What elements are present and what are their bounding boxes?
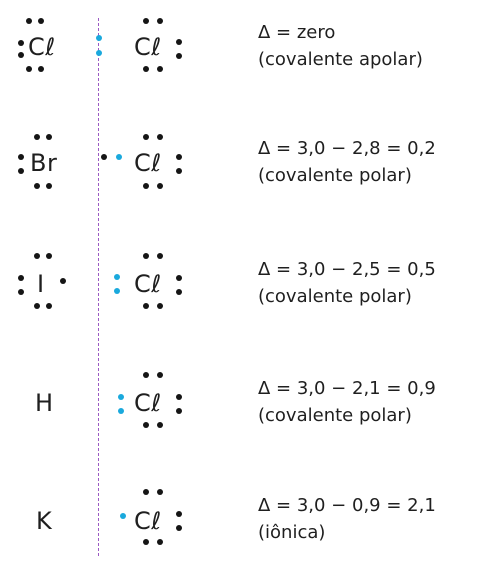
electron-dot [176, 289, 182, 295]
electron-dot [176, 275, 182, 281]
electron-dot [176, 525, 182, 531]
left-atom-symbol: I [37, 270, 45, 298]
electron-dot [143, 422, 149, 428]
difference-equation: Δ = zero [258, 22, 336, 43]
row-cl-cl: Cℓ Cℓ Δ = zero (covalente apolar) [0, 16, 481, 96]
electron-dot [157, 539, 163, 545]
left-atom-symbol: Br [30, 149, 58, 177]
electron-dot [157, 253, 163, 259]
electron-dot [46, 183, 52, 189]
electron-dot [143, 372, 149, 378]
electron-dot [26, 18, 32, 24]
electron-dot [34, 183, 40, 189]
electron-dot [143, 66, 149, 72]
left-atom-symbol: H [35, 389, 54, 417]
electron-dot [101, 154, 107, 160]
electron-dot [18, 52, 24, 58]
shared-electron [114, 288, 120, 294]
electron-dot [34, 134, 40, 140]
dividing-line [98, 18, 99, 556]
electron-dot [18, 168, 24, 174]
electron-dot [38, 18, 44, 24]
electron-dot [143, 253, 149, 259]
electron-dot [143, 18, 149, 24]
chlorine-symbol: Cℓ [134, 389, 162, 417]
shared-electron [116, 154, 122, 160]
electron-dot [176, 408, 182, 414]
shared-electron [96, 50, 102, 56]
shared-electron [118, 394, 124, 400]
electron-dot [143, 539, 149, 545]
electron-dot [157, 66, 163, 72]
electron-dot [157, 489, 163, 495]
electron-dot [176, 154, 182, 160]
chlorine-symbol: Cℓ [134, 507, 162, 535]
row-i-cl: I Cℓ Δ = 3,0 − 2,5 = 0,5 (covalente pola… [0, 253, 481, 333]
difference-equation: Δ = 3,0 − 2,8 = 0,2 [258, 138, 436, 159]
electron-dot [38, 66, 44, 72]
difference-equation: Δ = 3,0 − 0,9 = 2,1 [258, 495, 436, 516]
electron-dot [157, 372, 163, 378]
electron-dot [34, 303, 40, 309]
electron-dot [176, 394, 182, 400]
electron-dot [143, 134, 149, 140]
row-h-cl: H Cℓ Δ = 3,0 − 2,1 = 0,9 (covalente pola… [0, 372, 481, 452]
bond-type: (covalente apolar) [258, 49, 423, 70]
difference-equation: Δ = 3,0 − 2,5 = 0,5 [258, 259, 436, 280]
electron-dot [157, 183, 163, 189]
electron-dot [18, 40, 24, 46]
electron-dot [143, 303, 149, 309]
electron-dot [157, 18, 163, 24]
electron-dot [176, 511, 182, 517]
bond-type: (covalente polar) [258, 405, 412, 426]
bond-type: (covalente polar) [258, 165, 412, 186]
bond-type: (iônica) [258, 522, 326, 543]
electron-dot [157, 134, 163, 140]
electron-dot [46, 134, 52, 140]
shared-electron [96, 35, 102, 41]
row-br-cl: Br Cℓ Δ = 3,0 − 2,8 = 0,2 (covalente pol… [0, 134, 481, 214]
left-atom-symbol: Cℓ [28, 33, 56, 61]
electron-dot [18, 289, 24, 295]
bond-type: (covalente polar) [258, 286, 412, 307]
electron-dot [46, 303, 52, 309]
electron-dot [34, 253, 40, 259]
shared-electron [118, 408, 124, 414]
electron-dot [176, 53, 182, 59]
electron-dot [176, 168, 182, 174]
electron-dot [46, 253, 52, 259]
electron-dot [143, 489, 149, 495]
difference-equation: Δ = 3,0 − 2,1 = 0,9 [258, 378, 436, 399]
electron-dot [60, 278, 66, 284]
electron-dot [157, 422, 163, 428]
chlorine-symbol: Cℓ [134, 270, 162, 298]
electron-dot [157, 303, 163, 309]
electron-dot [176, 39, 182, 45]
shared-electron [114, 274, 120, 280]
electron-dot [143, 183, 149, 189]
chlorine-symbol: Cℓ [134, 149, 162, 177]
electron-dot [18, 275, 24, 281]
row-k-cl: K Cℓ Δ = 3,0 − 0,9 = 2,1 (iônica) [0, 489, 481, 569]
transferred-electron [120, 513, 126, 519]
electron-dot [26, 66, 32, 72]
chlorine-symbol: Cℓ [134, 33, 162, 61]
electron-dot [18, 154, 24, 160]
left-atom-symbol: K [36, 507, 53, 535]
